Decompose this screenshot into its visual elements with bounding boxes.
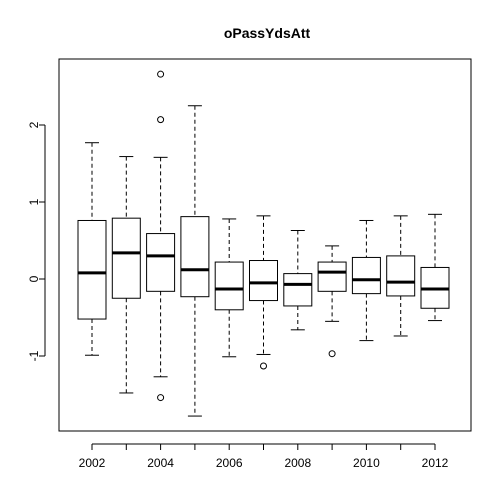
box-rect xyxy=(317,261,347,292)
y-tick-label: 2 xyxy=(27,121,41,128)
box-2002 xyxy=(77,142,107,356)
box-2003 xyxy=(111,156,141,394)
box-2006 xyxy=(214,218,244,358)
x-tick-label: 2004 xyxy=(147,456,174,470)
box-rect xyxy=(283,273,313,307)
box-2011 xyxy=(386,215,416,337)
outlier-point xyxy=(260,362,267,370)
box-2008 xyxy=(283,229,313,331)
box-rect xyxy=(180,216,210,298)
plot-frame xyxy=(58,58,472,432)
box-rect xyxy=(351,256,381,295)
box-2010 xyxy=(351,219,381,342)
outlier-point xyxy=(157,70,165,78)
box-rect xyxy=(249,260,278,302)
x-tick-label: 2002 xyxy=(79,456,106,470)
x-tick-label: 2012 xyxy=(422,456,449,470)
boxes xyxy=(77,70,450,417)
x-tick-label: 2010 xyxy=(353,456,380,470)
box-rect xyxy=(77,219,107,320)
box-rect xyxy=(214,261,244,311)
box-2009 xyxy=(317,245,347,358)
outlier-point xyxy=(157,394,165,402)
box-2007 xyxy=(249,215,278,370)
outlier-point xyxy=(328,350,336,358)
box-rect xyxy=(386,255,416,297)
box-2012 xyxy=(420,213,450,322)
chart-title: oPassYdsAtt xyxy=(224,25,311,41)
outlier-point xyxy=(157,116,165,124)
box-2005 xyxy=(180,105,210,417)
y-tick-label: 0 xyxy=(27,275,41,282)
box-rect xyxy=(111,217,141,299)
x-axis: 2002 2004 2006 2008 2010 2012 xyxy=(79,443,449,470)
x-tick-label: 2008 xyxy=(284,456,311,470)
y-tick-label: -1 xyxy=(27,350,41,361)
box-2004 xyxy=(146,70,176,402)
y-axis: -1 0 1 2 xyxy=(27,121,46,361)
x-tick-label: 2006 xyxy=(216,456,243,470)
y-tick-label: 1 xyxy=(27,198,41,205)
box-rect xyxy=(146,233,176,292)
